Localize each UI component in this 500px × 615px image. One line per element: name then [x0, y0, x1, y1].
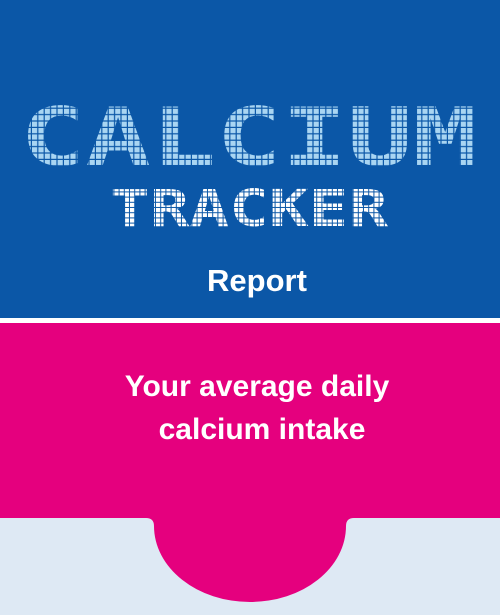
report-label: Report — [207, 263, 307, 298]
title: CALCIUM — [20, 91, 478, 184]
bottom-panel — [0, 518, 500, 615]
subtitle: TRACKER — [110, 180, 388, 239]
divider — [0, 318, 500, 323]
header-panel — [0, 0, 500, 318]
prompt-line: Your average daily — [125, 370, 390, 403]
prompt-line: calcium intake — [159, 413, 366, 446]
